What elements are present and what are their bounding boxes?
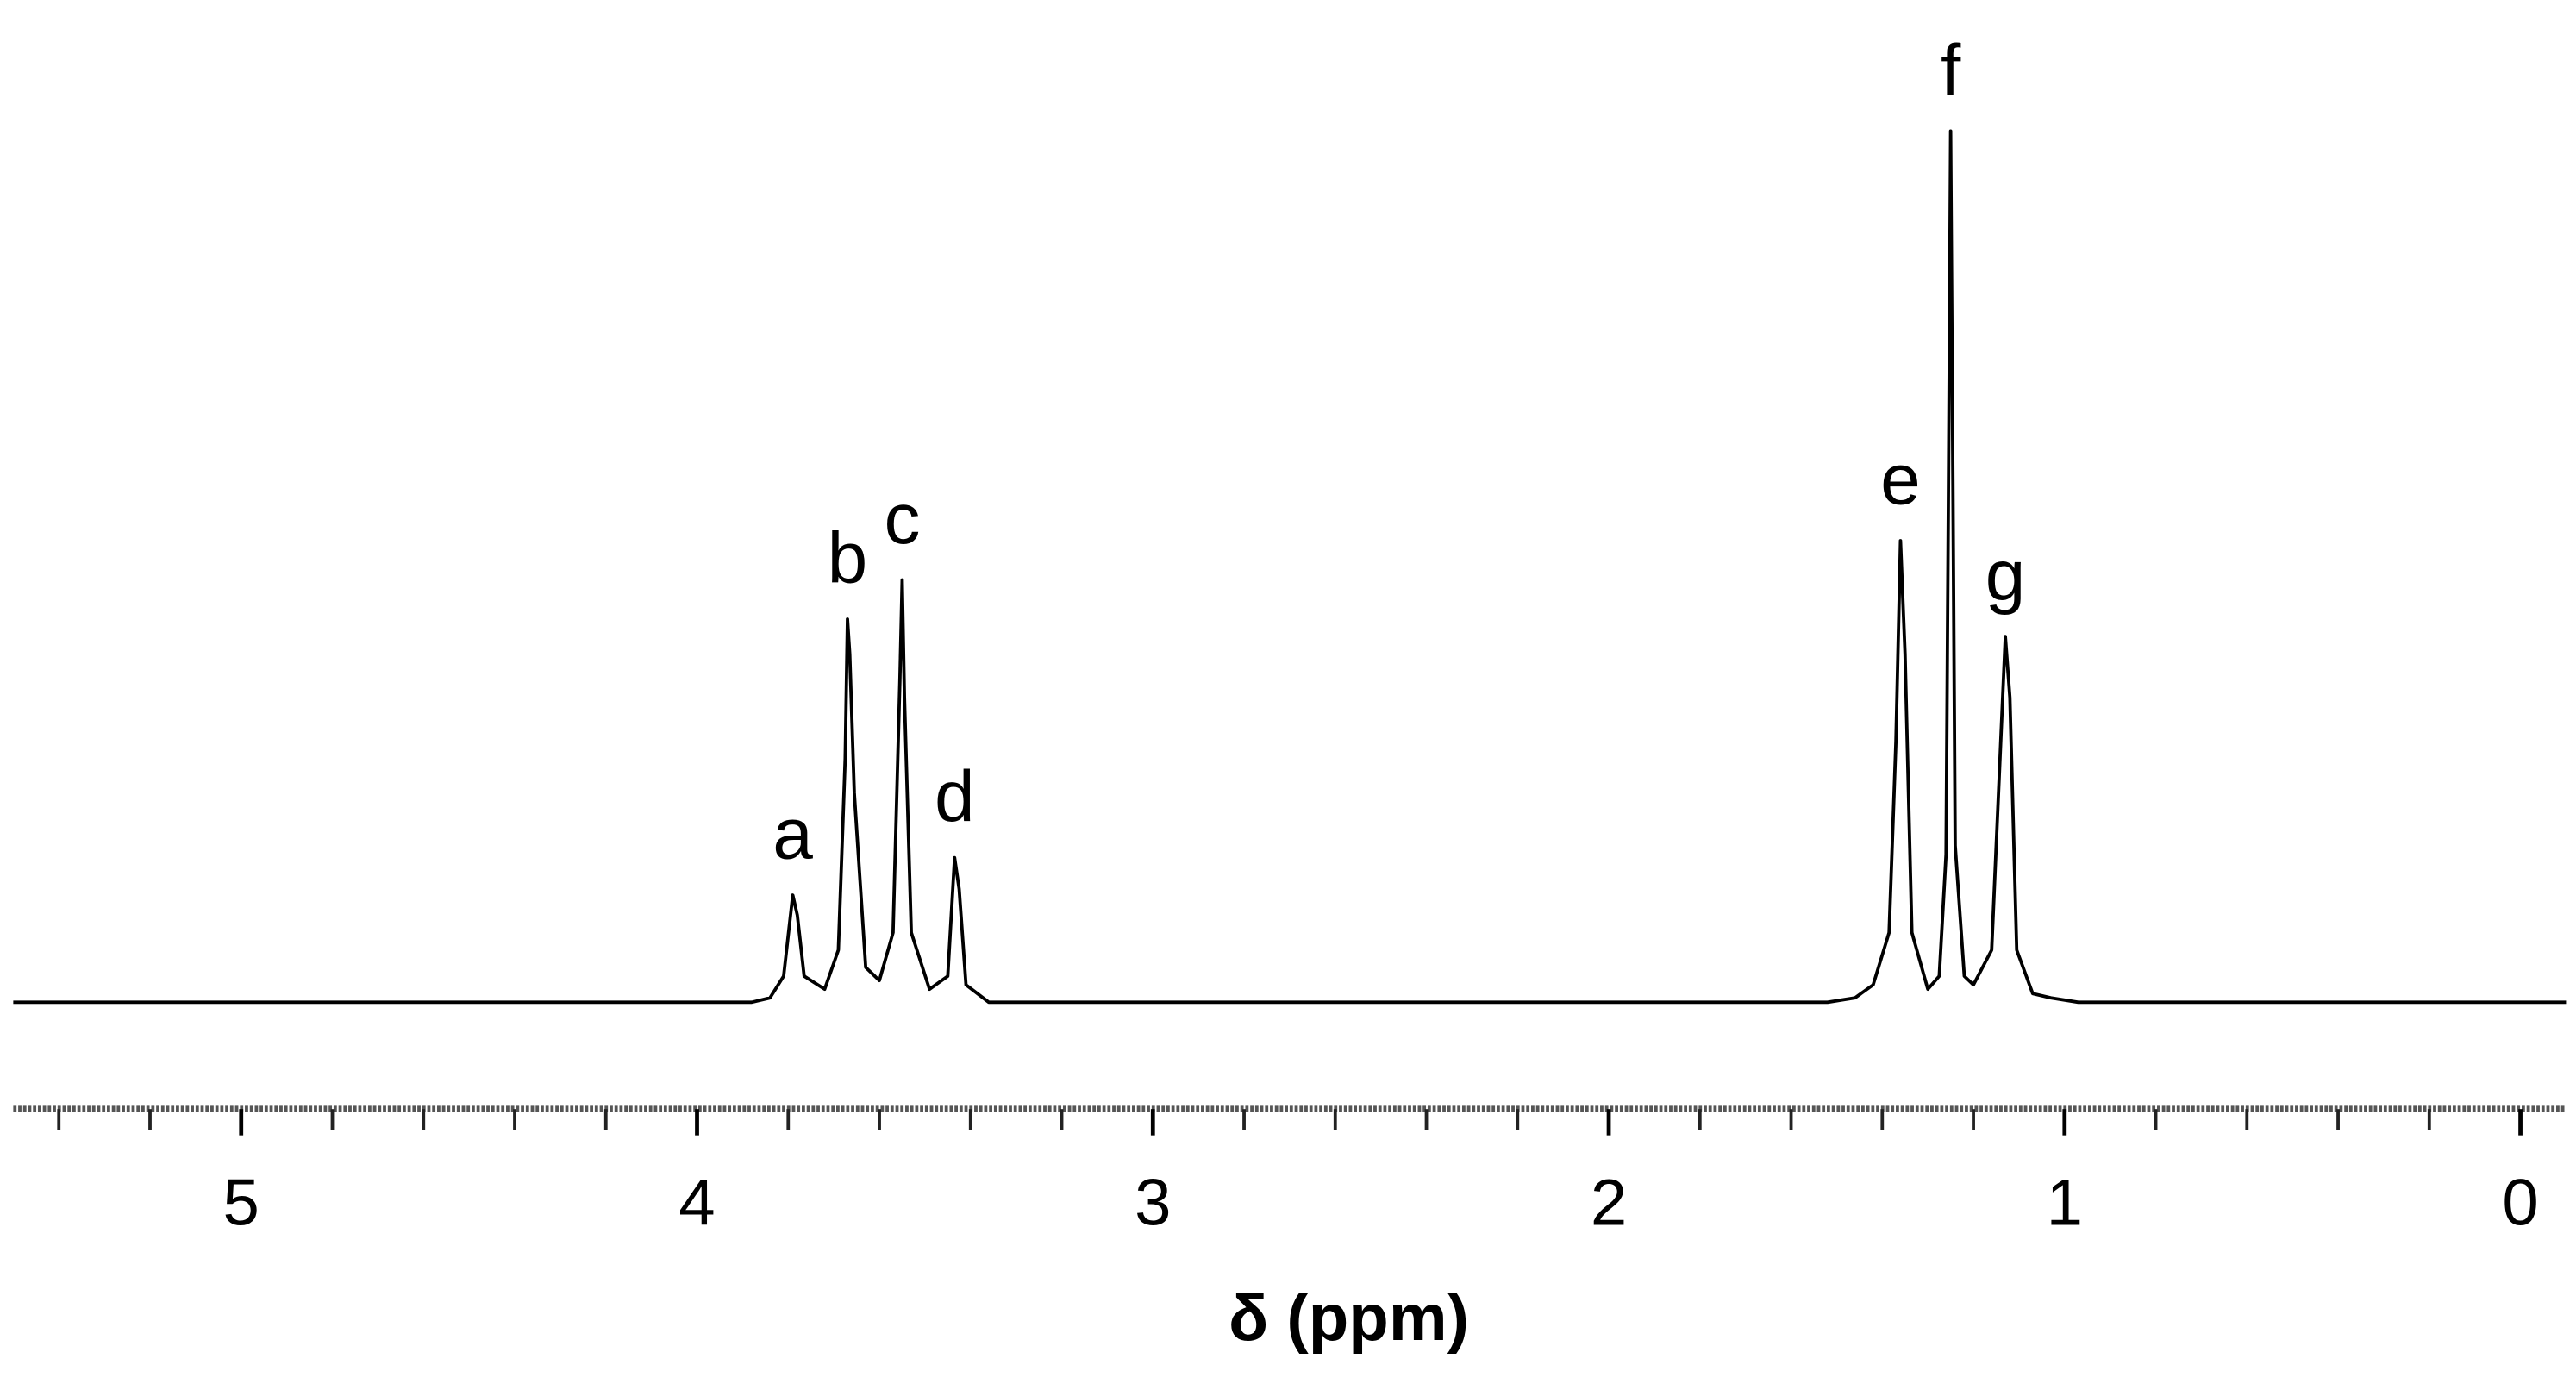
peak-label: e <box>1880 438 1921 519</box>
peak-label: f <box>1941 29 1961 110</box>
peak-label: c <box>884 478 920 559</box>
x-tick-label: 5 <box>223 1167 259 1240</box>
spectrum-line <box>13 129 2567 1005</box>
peak-label: g <box>1985 535 2026 616</box>
x-tick-label: 1 <box>2047 1167 2083 1240</box>
peak-label: b <box>828 517 868 598</box>
peak-label: a <box>772 792 813 873</box>
peak-label: d <box>935 755 975 836</box>
x-axis-title: δ (ppm) <box>1229 1281 1469 1355</box>
x-tick-label: 3 <box>1135 1167 1171 1240</box>
x-tick-label: 0 <box>2502 1167 2538 1240</box>
x-tick-label: 2 <box>1591 1167 1627 1240</box>
x-tick-label: 4 <box>678 1167 715 1240</box>
